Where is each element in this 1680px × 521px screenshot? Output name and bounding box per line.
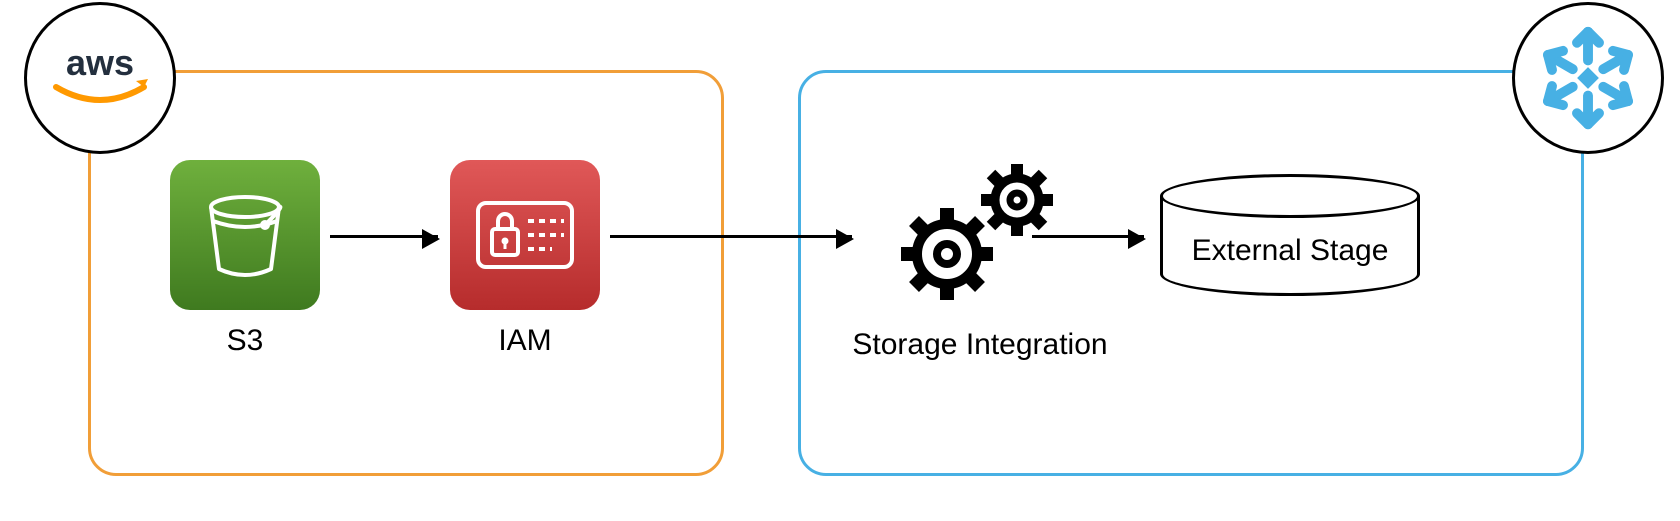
gears-icon <box>885 150 1075 314</box>
storage-integration-node: Storage Integration <box>830 150 1130 362</box>
s3-bucket-icon <box>195 185 295 285</box>
storage-integration-label: Storage Integration <box>830 328 1130 362</box>
s3-tile <box>170 160 320 310</box>
iam-node: IAM <box>450 160 600 358</box>
aws-logo-circle: aws <box>24 2 176 154</box>
s3-node: S3 <box>170 160 320 358</box>
aws-logo-text: aws <box>66 43 134 83</box>
external-stage-label: External Stage <box>1192 234 1389 268</box>
cylinder-body: External Stage <box>1160 196 1420 296</box>
aws-logo-icon: aws <box>44 43 156 113</box>
diagram-stage: aws <box>0 0 1680 521</box>
iam-tile <box>450 160 600 310</box>
snowflake-logo-circle <box>1512 2 1664 154</box>
iam-card-icon <box>470 185 580 285</box>
arrow-storage-integration-to-external-stage <box>1032 235 1144 238</box>
snowflake-logo-icon <box>1533 23 1643 133</box>
cylinder-top <box>1160 174 1420 218</box>
arrow-iam-to-storage-integration <box>610 235 852 238</box>
iam-label: IAM <box>450 324 600 358</box>
arrow-s3-to-iam <box>330 235 438 238</box>
external-stage-node: External Stage <box>1160 196 1420 296</box>
s3-label: S3 <box>170 324 320 358</box>
